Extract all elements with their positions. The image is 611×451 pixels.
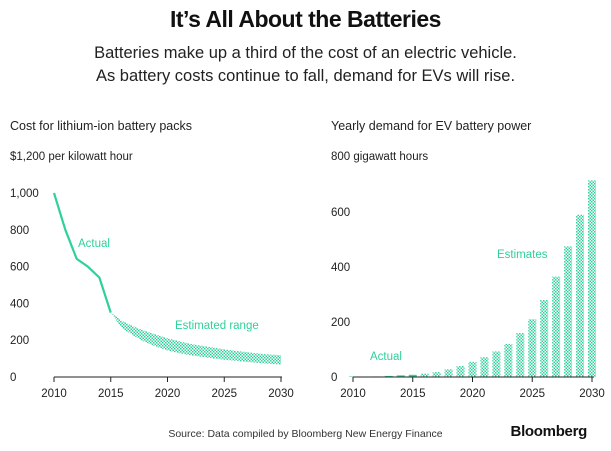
y-tick-label: 0 <box>331 372 337 384</box>
y-tick-label: 1,000 <box>10 188 39 200</box>
bar-estimate <box>528 319 537 377</box>
bar-estimate <box>564 246 573 377</box>
x-tick-label: 2020 <box>155 388 181 400</box>
right-panel-title: Yearly demand for EV battery power <box>331 119 532 133</box>
x-tick-label: 2025 <box>519 388 545 400</box>
bar-estimate <box>456 366 465 377</box>
bar-actual <box>408 374 417 377</box>
annotation-estimates: Estimates <box>497 249 548 261</box>
y-tick-label: 400 <box>331 262 350 274</box>
bar-estimate <box>504 344 513 377</box>
y-tick-label: 600 <box>331 207 350 219</box>
bloomberg-logo: Bloomberg <box>510 423 588 440</box>
subtitle-line-1: Batteries make up a third of the cost of… <box>94 44 517 62</box>
x-tick-label: 2010 <box>41 388 67 400</box>
source-note: Source: Data compiled by Bloomberg New E… <box>168 428 443 440</box>
bar-estimate <box>552 276 561 377</box>
right-unit-label: 800 gigawatt hours <box>331 151 429 163</box>
bar-estimate <box>492 351 501 377</box>
bar-estimate <box>432 372 441 377</box>
bar-estimate <box>420 373 429 377</box>
estimated-range-band <box>110 312 281 365</box>
bar-estimate <box>576 214 585 377</box>
annotation-actual: Actual <box>78 238 110 250</box>
annotation-actual: Actual <box>370 351 402 363</box>
bar-estimate <box>468 361 477 377</box>
x-tick-label: 2020 <box>460 388 486 400</box>
bar-estimate <box>516 333 525 377</box>
bar-actual <box>396 375 405 377</box>
x-tick-label: 2025 <box>211 388 237 400</box>
left-panel-title: Cost for lithium-ion battery packs <box>10 119 193 133</box>
bar-actual <box>384 375 393 377</box>
y-tick-label: 200 <box>10 335 29 347</box>
annotation-estimated-range: Estimated range <box>175 320 259 332</box>
y-tick-label: 800 <box>10 225 29 237</box>
bar-estimate <box>444 369 453 377</box>
subtitle-line-2: As battery costs continue to fall, deman… <box>95 67 516 85</box>
y-tick-label: 600 <box>10 262 29 274</box>
left-unit-label: $1,200 per kilowatt hour <box>10 151 133 163</box>
bar-estimate <box>480 357 489 377</box>
demand-chart: 0 200 400 600 2010 2015 2020 2025 2030 Actual Esti… <box>331 180 605 400</box>
y-tick-label: 0 <box>10 372 16 384</box>
x-tick-label: 2015 <box>400 388 426 400</box>
bar-estimate <box>588 180 596 377</box>
x-tick-label: 2015 <box>98 388 124 400</box>
chart-subtitle: Batteries make up a third of the cost of… <box>0 42 611 88</box>
cost-chart: 0 200 400 600 800 1,000 2010 2015 2020 2025 2030 Ac… <box>10 188 294 400</box>
bar-estimate <box>540 300 549 377</box>
x-tick-label: 2030 <box>268 388 294 400</box>
chart-title: It’s All About the Batteries <box>170 6 441 32</box>
x-tick-label: 2030 <box>579 388 605 400</box>
y-tick-label: 400 <box>10 298 29 310</box>
x-tick-label: 2010 <box>340 388 366 400</box>
actual-cost-line <box>52 192 112 313</box>
y-tick-label: 200 <box>331 317 350 329</box>
